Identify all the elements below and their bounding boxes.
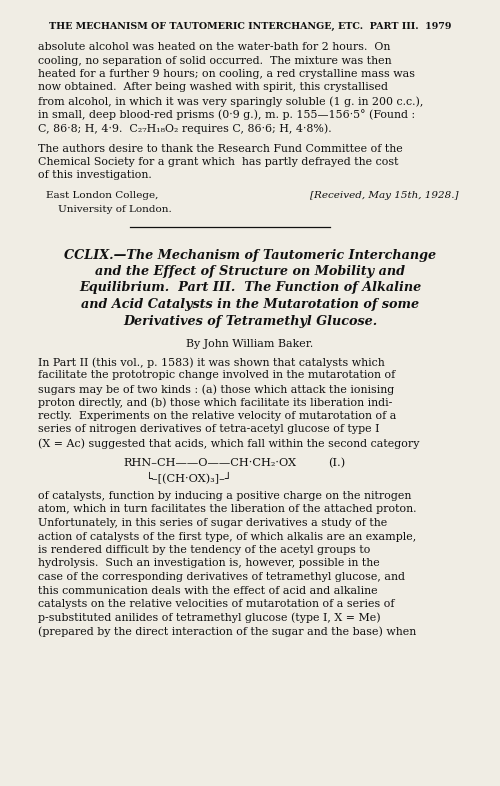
Text: Equilibrium.  Part III.  The Function of Alkaline: Equilibrium. Part III. The Function of A… <box>79 281 421 295</box>
Text: of catalysts, function by inducing a positive charge on the nitrogen: of catalysts, function by inducing a pos… <box>38 491 412 501</box>
Text: atom, which in turn facilitates the liberation of the attached proton.: atom, which in turn facilitates the libe… <box>38 505 416 515</box>
Text: and Acid Catalysts in the Mutarotation of some: and Acid Catalysts in the Mutarotation o… <box>81 298 419 311</box>
Text: (X = Ac) suggested that acids, which fall within the second category: (X = Ac) suggested that acids, which fal… <box>38 438 420 449</box>
Text: The authors desire to thank the Research Fund Committee of the: The authors desire to thank the Research… <box>38 144 403 153</box>
Text: now obtained.  After being washed with spirit, this crystallised: now obtained. After being washed with sp… <box>38 83 388 93</box>
Text: in small, deep blood-red prisms (0·9 g.), m. p. 155—156·5° (Found :: in small, deep blood-red prisms (0·9 g.)… <box>38 109 415 120</box>
Text: absolute alcohol was heated on the water-bath for 2 hours.  On: absolute alcohol was heated on the water… <box>38 42 391 52</box>
Text: Derivatives of Tetramethyl Glucose.: Derivatives of Tetramethyl Glucose. <box>123 314 377 328</box>
Text: action of catalysts of the first type, of which alkalis are an example,: action of catalysts of the first type, o… <box>38 531 416 542</box>
Text: proton directly, and (b) those which facilitate its liberation indi-: proton directly, and (b) those which fac… <box>38 398 393 408</box>
Text: (prepared by the direct interaction of the sugar and the base) when: (prepared by the direct interaction of t… <box>38 626 416 637</box>
Text: In Part II (this vol., p. 1583) it was shown that catalysts which: In Part II (this vol., p. 1583) it was s… <box>38 357 385 368</box>
Text: this communication deals with the effect of acid and alkaline: this communication deals with the effect… <box>38 586 378 596</box>
Text: is rendered difficult by the tendency of the acetyl groups to: is rendered difficult by the tendency of… <box>38 545 370 555</box>
Text: rectly.  Experiments on the relative velocity of mutarotation of a: rectly. Experiments on the relative velo… <box>38 411 397 421</box>
Text: cooling, no separation of solid occurred.  The mixture was then: cooling, no separation of solid occurred… <box>38 56 392 65</box>
Text: By John William Baker.: By John William Baker. <box>186 339 314 349</box>
Text: [Received, May 15th, 1928.]: [Received, May 15th, 1928.] <box>310 191 458 200</box>
Text: C, 86·8; H, 4·9.  C₂₇H₁₈O₂ requires C, 86·6; H, 4·8%).: C, 86·8; H, 4·9. C₂₇H₁₈O₂ requires C, 86… <box>38 123 332 134</box>
Text: University of London.: University of London. <box>58 204 172 214</box>
Text: Chemical Society for a grant which  has partly defrayed the cost: Chemical Society for a grant which has p… <box>38 157 399 167</box>
Text: (I.): (I.) <box>328 457 345 468</box>
Text: series of nitrogen derivatives of tetra-acetyl glucose of type I: series of nitrogen derivatives of tetra-… <box>38 424 380 435</box>
Text: Unfortunately, in this series of sugar derivatives a study of the: Unfortunately, in this series of sugar d… <box>38 518 387 528</box>
Text: catalysts on the relative velocities of mutarotation of a series of: catalysts on the relative velocities of … <box>38 599 395 609</box>
Text: from alcohol, in which it was very sparingly soluble (1 g. in 200 c.c.),: from alcohol, in which it was very spari… <box>38 96 424 107</box>
Text: case of the corresponding derivatives of tetramethyl glucose, and: case of the corresponding derivatives of… <box>38 572 405 582</box>
Text: p-substituted anilides of tetramethyl glucose (type I, X = Me): p-substituted anilides of tetramethyl gl… <box>38 612 380 623</box>
Text: sugars may be of two kinds : (a) those which attack the ionising: sugars may be of two kinds : (a) those w… <box>38 384 394 395</box>
Text: └–[(CH·OX)₃]–┘: └–[(CH·OX)₃]–┘ <box>144 471 232 483</box>
Text: facilitate the prototropic change involved in the mutarotation of: facilitate the prototropic change involv… <box>38 370 395 380</box>
Text: RHN–CH——O——CH·CH₂·OX: RHN–CH——O——CH·CH₂·OX <box>124 457 296 468</box>
Text: heated for a further 9 hours; on cooling, a red crystalline mass was: heated for a further 9 hours; on cooling… <box>38 69 415 79</box>
Text: and the Effect of Structure on Mobility and: and the Effect of Structure on Mobility … <box>95 265 405 278</box>
Text: East London College,: East London College, <box>46 191 158 200</box>
Text: THE MECHANISM OF TAUTOMERIC INTERCHANGE, ETC.  PART III.  1979: THE MECHANISM OF TAUTOMERIC INTERCHANGE,… <box>49 22 451 31</box>
Text: CCLIX.—The Mechanism of Tautomeric Interchange: CCLIX.—The Mechanism of Tautomeric Inter… <box>64 248 436 262</box>
Text: of this investigation.: of this investigation. <box>38 171 152 181</box>
Text: hydrolysis.  Such an investigation is, however, possible in the: hydrolysis. Such an investigation is, ho… <box>38 559 380 568</box>
